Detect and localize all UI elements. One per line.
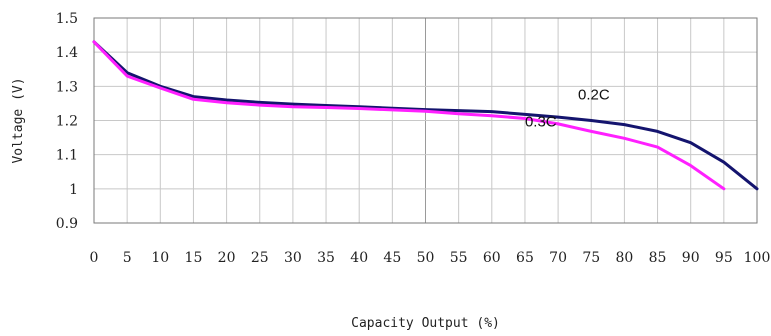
x-tick-label: 90 (682, 250, 700, 266)
x-tick-label: 15 (185, 250, 203, 266)
x-tick-label: 65 (516, 250, 534, 266)
x-tick-label: 25 (251, 250, 269, 266)
x-tick-label: 5 (123, 250, 132, 266)
x-axis-label: Capacity Output (%) (351, 316, 500, 331)
x-tick-label: 60 (483, 250, 501, 266)
x-tick-label: 35 (317, 250, 335, 266)
y-tick-label: 1.1 (56, 148, 78, 164)
y-axis-ticks: 0.9 1 1.1 1.2 1.3 1.4 1.5 (56, 11, 78, 232)
x-tick-label: 30 (284, 250, 302, 266)
x-tick-label: 45 (383, 250, 401, 266)
x-tick-label: 80 (615, 250, 633, 266)
y-tick-label: 1.3 (56, 79, 78, 95)
x-axis-ticks: 0 5 10 15 20 25 30 35 40 45 50 55 60 65 70 75 80 85 90 95 10… (90, 250, 771, 266)
y-tick-label: 1 (69, 182, 78, 198)
plot-frame (93, 17, 758, 224)
series-labels: 0.2C 0.3C (525, 87, 610, 131)
grid (94, 18, 757, 223)
x-tick-label: 100 (744, 250, 771, 266)
x-tick-label: 0 (90, 250, 99, 266)
y-tick-label: 1.2 (56, 114, 78, 130)
y-tick-label: 1.4 (56, 45, 78, 61)
series-lines (92, 40, 759, 191)
x-tick-label: 20 (218, 250, 236, 266)
y-tick-label: 0.9 (56, 216, 78, 232)
x-tick-label: 55 (450, 250, 468, 266)
x-tick-label: 75 (582, 250, 600, 266)
x-tick-label: 85 (649, 250, 667, 266)
x-tick-label: 50 (417, 250, 435, 266)
x-tick-label: 70 (549, 250, 567, 266)
x-tick-label: 95 (715, 250, 733, 266)
y-axis-label: Voltage (V) (11, 77, 26, 163)
series-line-0-2c (92, 40, 759, 191)
series-label: 0.3C (525, 113, 557, 130)
series-label: 0.2C (578, 87, 610, 104)
series-line-0-3c (92, 40, 726, 191)
y-tick-label: 1.5 (56, 11, 78, 27)
x-tick-label: 40 (350, 250, 368, 266)
x-tick-label: 10 (151, 250, 169, 266)
